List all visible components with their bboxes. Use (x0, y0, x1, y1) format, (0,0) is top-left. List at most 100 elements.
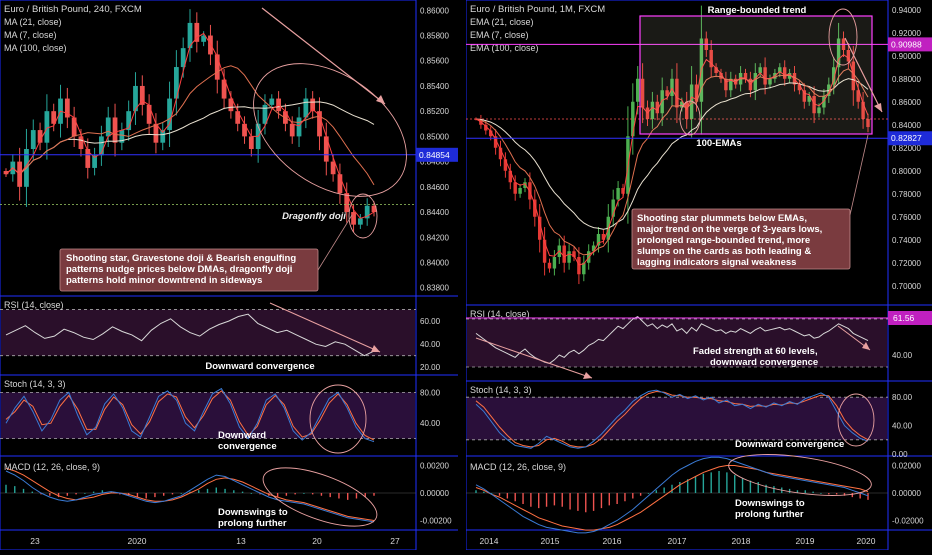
candle-body (508, 170, 513, 183)
candle-body (221, 79, 227, 99)
macd-tick-label: 0.00000 (892, 489, 921, 498)
candle-body (733, 78, 738, 85)
candle-body (289, 123, 295, 137)
ma-7-line (475, 53, 869, 266)
stoch-d-line (475, 390, 869, 448)
highlight-ellipse (253, 63, 407, 197)
macd-hist-bar (820, 493, 822, 494)
macd-hist-bar (180, 493, 182, 494)
candle-body (283, 111, 288, 124)
price-tick-label: 0.80000 (892, 167, 921, 176)
rsi-arrow-right-head (862, 342, 870, 350)
macd-hist-bar (215, 487, 217, 493)
dragonfly-label: Dragonfly doji (282, 211, 346, 222)
time-tick-label: 2019 (796, 536, 815, 546)
candle-body (167, 98, 172, 131)
price-tag-top-label: 0.90988 (891, 39, 922, 49)
macd-hist-bar (812, 491, 814, 493)
rsi-title: RSI (14, close) (470, 309, 530, 319)
macd-hist-bar (66, 493, 69, 496)
time-tick-label: 2020 (128, 536, 147, 546)
candle-body (330, 161, 336, 175)
candle-body (665, 90, 669, 96)
candle-body (488, 130, 493, 137)
candle-body (537, 216, 542, 240)
candle-body (611, 199, 615, 217)
macd-hist-bar (561, 493, 563, 507)
candle-body (214, 54, 220, 80)
candle-body (3, 171, 9, 175)
chart-title: Euro / British Pound, 240, FXCM (4, 4, 142, 15)
macd-hist-bar (851, 493, 854, 498)
candle-body (146, 104, 152, 124)
price-tick-label: 0.86000 (420, 6, 449, 15)
macd-hist-bar (22, 488, 25, 493)
candle-body (719, 73, 723, 79)
chart-title: Euro / British Pound, 1M, FXCM (470, 4, 605, 15)
peak-ellipse (828, 8, 858, 66)
macd-annotation-line: Downswings to (218, 507, 288, 518)
candle-body (160, 130, 166, 143)
panel-right: 0.94000 0.92000 0.90000 0.88000 0.86000 0.840… (465, 0, 932, 551)
legend-entry: MA (21, close) (4, 17, 62, 27)
price-tag (416, 147, 462, 162)
price-tick-label: 0.88000 (892, 75, 921, 84)
macd-hist-bar (585, 493, 587, 513)
rsi-tick-label: 40.00 (420, 340, 441, 349)
macd-hist-bar (592, 493, 595, 511)
rsi-arrow-head (371, 345, 380, 352)
candle-body (303, 98, 309, 118)
legend-entry: EMA (7, close) (470, 30, 529, 40)
macd-hist-bar (788, 488, 791, 493)
macd-hist-bar (553, 493, 556, 506)
candle-body (173, 67, 179, 99)
candle-body (768, 78, 772, 85)
macd-hist-bar (757, 482, 759, 493)
macd-hist-bar (145, 493, 147, 499)
stoch-band (1, 392, 415, 439)
candle-body (822, 96, 826, 108)
ma-21-line (475, 68, 869, 256)
macd-hist-bar (506, 493, 509, 499)
rsi-annotation-line: Faded strength at 60 levels, (693, 346, 818, 357)
range-label: Range-bounded trend (708, 5, 807, 16)
candle-body (323, 136, 329, 162)
macd-hist-bar (233, 490, 235, 493)
candle-body (577, 257, 581, 275)
time-tick-label: 13 (236, 536, 246, 546)
candle-body (187, 22, 193, 49)
macd-annotation-line: prolong further (218, 518, 287, 529)
macd-title: MACD (12, 26, close, 9) (470, 462, 566, 472)
rsi-tick-label: 60.00 (420, 317, 441, 326)
macd-hist-bar (498, 493, 501, 496)
annotation-pointer (849, 134, 869, 216)
candle-body (92, 155, 97, 168)
arrow-head (376, 95, 385, 104)
legend-entry: MA (7, close) (4, 30, 57, 40)
rsi-annotation-line: downward convergence (710, 357, 818, 368)
candle-body (119, 130, 125, 143)
macd-hist-bar (796, 490, 799, 493)
stoch-ellipse (837, 393, 875, 447)
candle-body (812, 96, 816, 114)
price-tag-bottom-label: 0.82827 (891, 133, 922, 143)
macd-hist-bar (110, 491, 112, 493)
candle-body (364, 205, 370, 219)
macd-tick-label: 0.02000 (892, 462, 921, 471)
macd-ellipse (728, 454, 872, 496)
macd-hist-bar (347, 493, 349, 500)
candle-body (71, 117, 77, 137)
candle-body (572, 251, 576, 257)
macd-annotation: Downswings to prolong further (735, 498, 805, 520)
macd-hist-bar (632, 493, 634, 499)
macd-tick-label: -0.02000 (892, 517, 924, 526)
candle-body (689, 84, 694, 119)
candle-body (112, 117, 118, 143)
ema-ellipse (679, 100, 701, 136)
candle-body (601, 234, 606, 240)
macd-hist-bar (57, 493, 60, 498)
stoch-ellipse (309, 384, 367, 454)
macd-hist-bar (843, 493, 846, 496)
annotation-pointer (317, 214, 353, 271)
